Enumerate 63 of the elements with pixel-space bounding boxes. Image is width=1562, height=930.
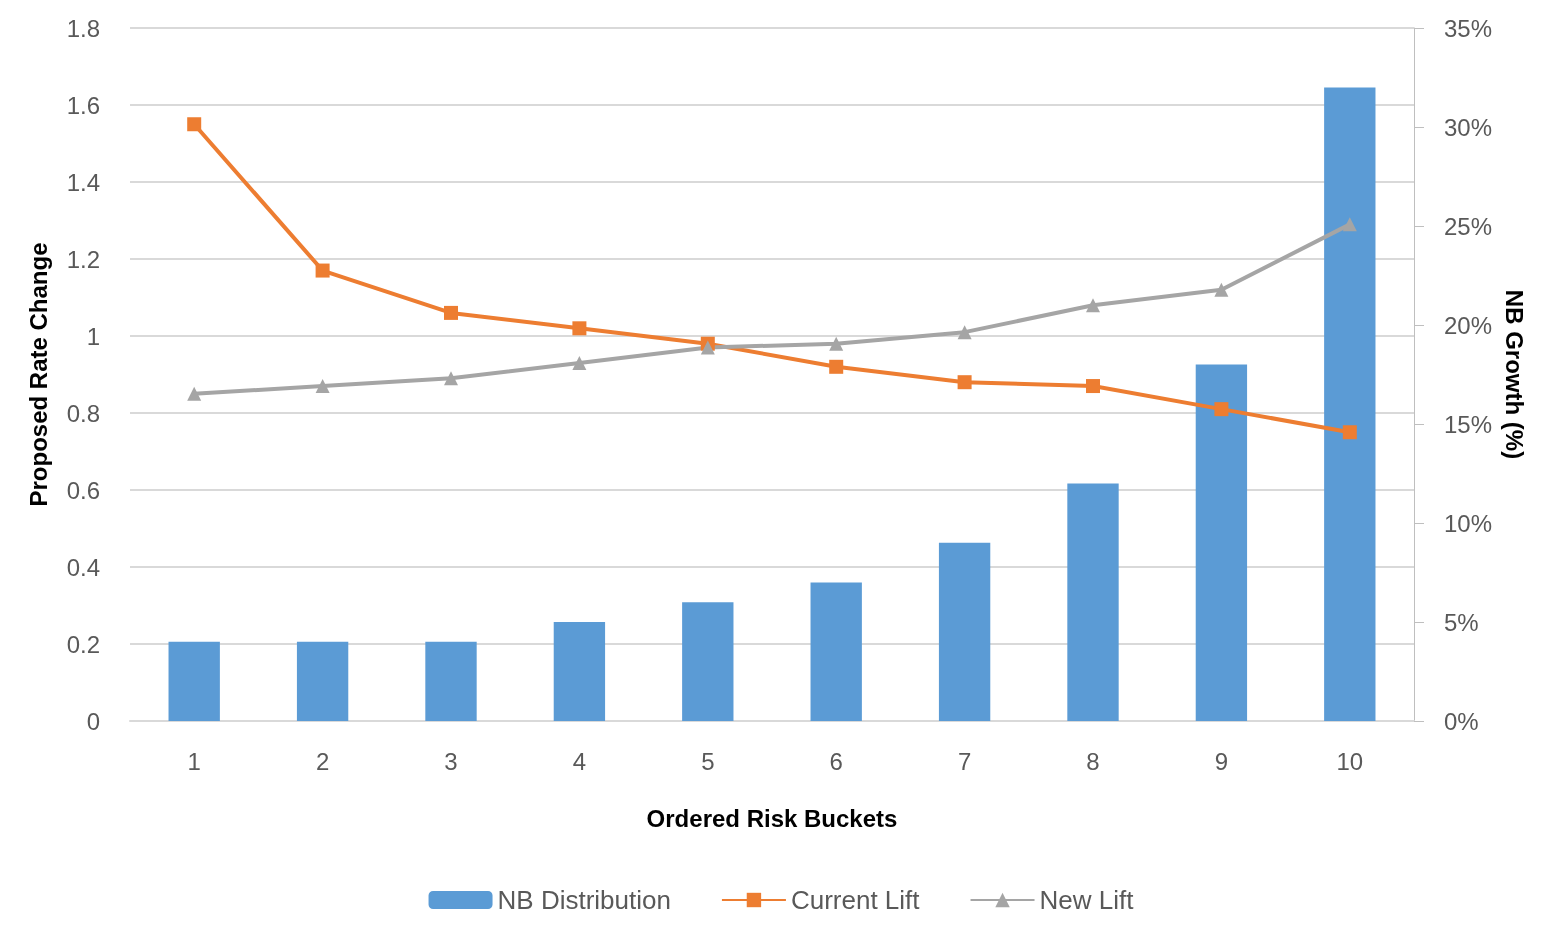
y2-tick-label: 15% [1444,410,1493,438]
x-tick-label: 6 [829,747,843,775]
point [700,340,715,355]
bar [1195,364,1248,721]
point [572,355,587,370]
point [315,263,330,278]
y2-axis-title: NB Growth (%) [1501,289,1529,460]
y-tick-label: 1.4 [66,168,100,196]
x-tick-label: 4 [572,747,587,775]
point [957,325,972,340]
point [1342,217,1357,232]
x-tick-label: 1 [187,747,201,775]
point [829,359,844,374]
bar [810,582,862,721]
y-tick-label: 0.6 [66,476,100,504]
x-axis-title: Ordered Risk Buckets [646,804,898,832]
y-tick-label: 0 [86,707,100,735]
point [1342,425,1357,440]
x-tick-label: 8 [1086,747,1100,775]
y2-tick-label: 0% [1444,707,1479,735]
y2-tick-label: 35% [1444,14,1493,42]
x-tick-label: 5 [701,747,715,775]
point [444,371,458,386]
legend-label: NB Distribution [497,885,671,915]
bar [938,542,991,721]
bar [553,622,606,721]
y-tick-label: 1.8 [66,14,100,42]
x-tick-label: 10 [1336,747,1364,775]
point [1214,402,1229,417]
bar [168,641,220,721]
y-tick-label: 0.4 [66,553,100,581]
point [829,336,844,351]
point [1214,282,1229,297]
y2-tick-label: 10% [1444,509,1493,537]
point [315,379,330,394]
y-tick-label: 0.2 [66,630,100,658]
point [187,117,202,132]
x-tick-label: 2 [315,747,330,775]
x-tick-label: 9 [1214,747,1229,775]
y-tick-label: 1.6 [66,91,100,119]
bar [1067,483,1119,721]
point [572,321,587,336]
y-tick-label: 1.2 [66,245,100,273]
bar [425,641,477,721]
x-tick-label: 7 [957,747,972,775]
y-axis-title: Proposed Rate Change [24,242,52,507]
bar [1324,87,1376,721]
point [1086,379,1100,394]
x-tick-label: 3 [444,747,458,775]
legend-label: Current Lift [790,885,921,915]
y-tick-label: 1 [86,322,100,350]
point [957,375,972,390]
bar [682,602,734,721]
legend-label: New Lift [1039,885,1135,915]
y2-tick-label: 25% [1444,212,1493,240]
bar [296,641,349,721]
point [187,386,202,401]
point [1086,298,1100,313]
point [444,305,458,320]
y-tick-label: 0.8 [66,399,100,427]
y2-tick-label: 20% [1444,311,1493,339]
y2-tick-label: 30% [1444,113,1493,141]
y2-tick-label: 5% [1444,608,1479,636]
